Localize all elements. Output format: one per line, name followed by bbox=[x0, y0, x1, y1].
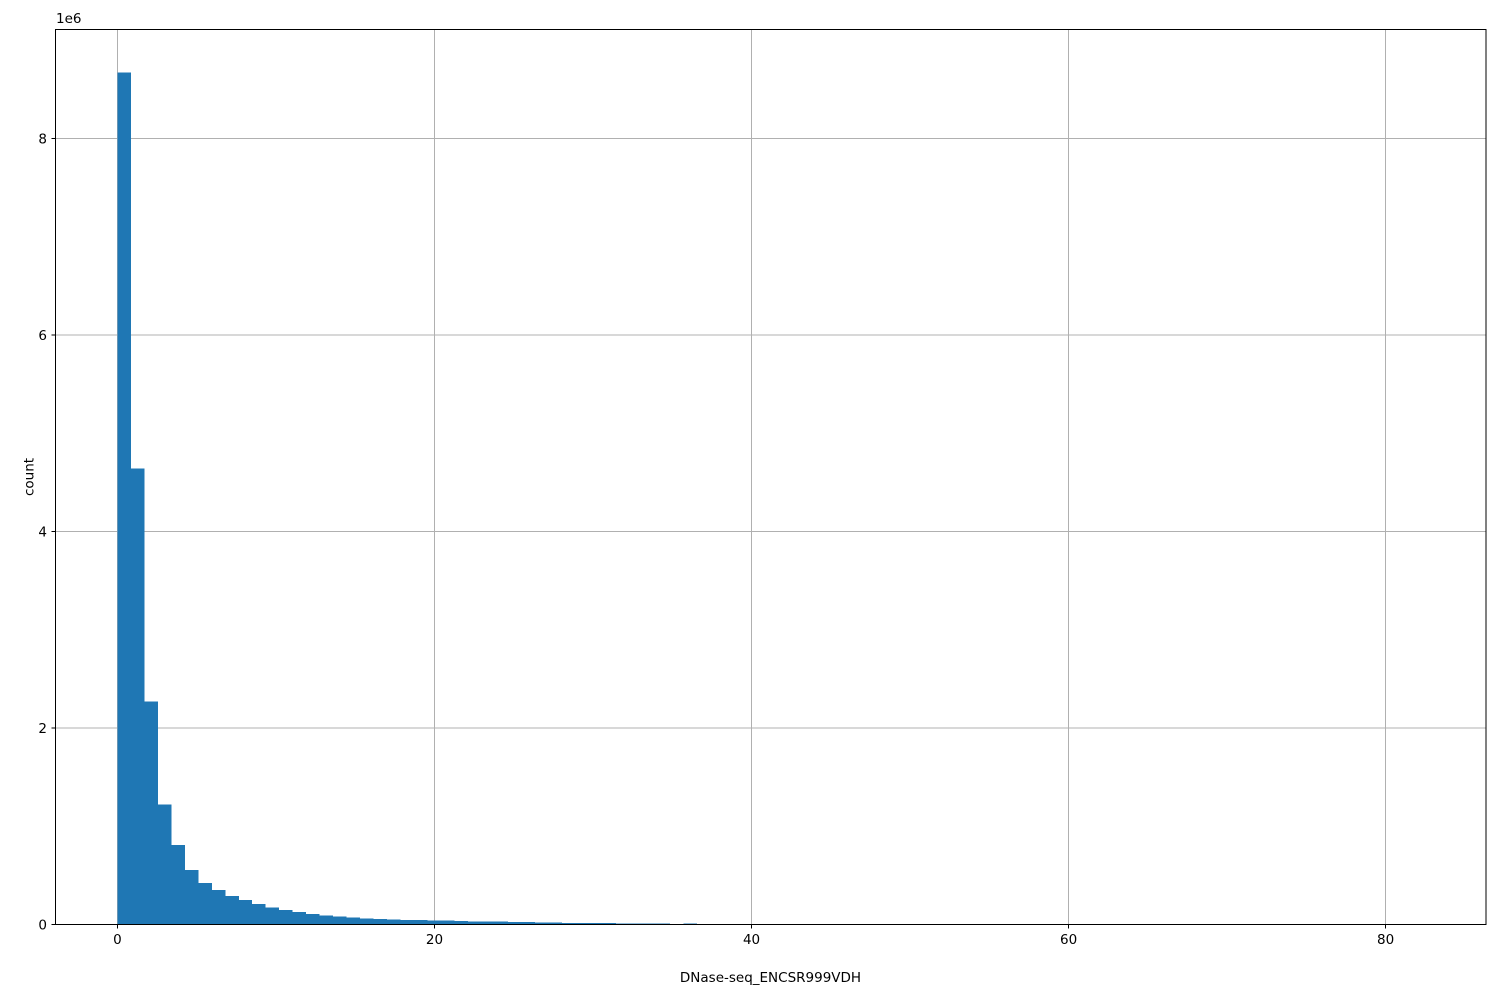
histogram-bar bbox=[144, 701, 158, 925]
histogram-bar bbox=[360, 918, 374, 925]
histogram-bar bbox=[454, 920, 468, 925]
histogram-bar bbox=[400, 919, 414, 925]
histogram-bar bbox=[508, 921, 522, 925]
ticks-layer bbox=[51, 138, 1387, 929]
histogram-bar bbox=[440, 920, 455, 925]
histogram-bar bbox=[683, 923, 697, 925]
histogram-bar bbox=[117, 72, 131, 925]
histogram-bar bbox=[292, 912, 307, 925]
histogram-bar bbox=[157, 804, 172, 925]
x-tick-label: 20 bbox=[426, 932, 443, 948]
histogram-bar bbox=[198, 883, 212, 925]
histogram-bar bbox=[467, 921, 482, 925]
histogram-bar bbox=[494, 921, 509, 925]
histogram-bar bbox=[238, 900, 253, 925]
y-tick-label: 8 bbox=[38, 131, 47, 147]
tick-labels-layer: 0 20 40 60 80 0 2 4 6 8 bbox=[38, 131, 1394, 948]
histogram-bar bbox=[589, 923, 603, 925]
x-tick-label: 80 bbox=[1377, 932, 1394, 948]
y-tick-label: 6 bbox=[38, 328, 47, 344]
histogram-bar bbox=[333, 916, 347, 925]
histogram-bar bbox=[413, 920, 428, 925]
y-axis-label: count bbox=[22, 458, 38, 496]
y-tick-label: 2 bbox=[38, 721, 47, 737]
histogram-bar bbox=[575, 922, 590, 925]
histogram-bar bbox=[319, 915, 334, 925]
histogram-bar bbox=[252, 903, 266, 925]
histogram-bar bbox=[373, 918, 387, 925]
y-tick-label: 0 bbox=[38, 917, 47, 933]
histogram-bar bbox=[346, 917, 361, 925]
histogram-bar bbox=[184, 869, 199, 925]
histogram-bar bbox=[225, 896, 239, 925]
histogram-bar bbox=[562, 922, 576, 925]
histogram-bar bbox=[616, 923, 630, 925]
x-tick-label: 60 bbox=[1060, 932, 1077, 948]
histogram-bar bbox=[535, 922, 549, 925]
histogram-bar bbox=[279, 909, 293, 925]
histogram-bar bbox=[629, 923, 643, 925]
x-tick-label: 40 bbox=[743, 932, 760, 948]
histogram-bar bbox=[521, 922, 536, 925]
histogram-bar bbox=[306, 913, 320, 925]
histogram-bar bbox=[481, 921, 495, 925]
histogram-bar bbox=[265, 907, 280, 925]
histogram-bar bbox=[602, 923, 617, 925]
axes-border bbox=[55, 29, 1487, 925]
histogram-bar bbox=[211, 890, 226, 925]
grid-layer bbox=[55, 29, 1486, 925]
y-tick-label: 4 bbox=[38, 524, 47, 540]
histogram-bar bbox=[171, 844, 185, 925]
x-axis-label: DNase-seq_ENCSR999VDH bbox=[680, 970, 861, 986]
x-tick-label: 0 bbox=[113, 932, 122, 948]
histogram-bar bbox=[130, 468, 145, 925]
histogram-bar bbox=[386, 919, 401, 925]
histogram-bar bbox=[427, 920, 441, 925]
histogram-bar bbox=[548, 922, 563, 925]
y-offset-label: 1e6 bbox=[56, 11, 81, 27]
bars-layer bbox=[117, 72, 697, 925]
